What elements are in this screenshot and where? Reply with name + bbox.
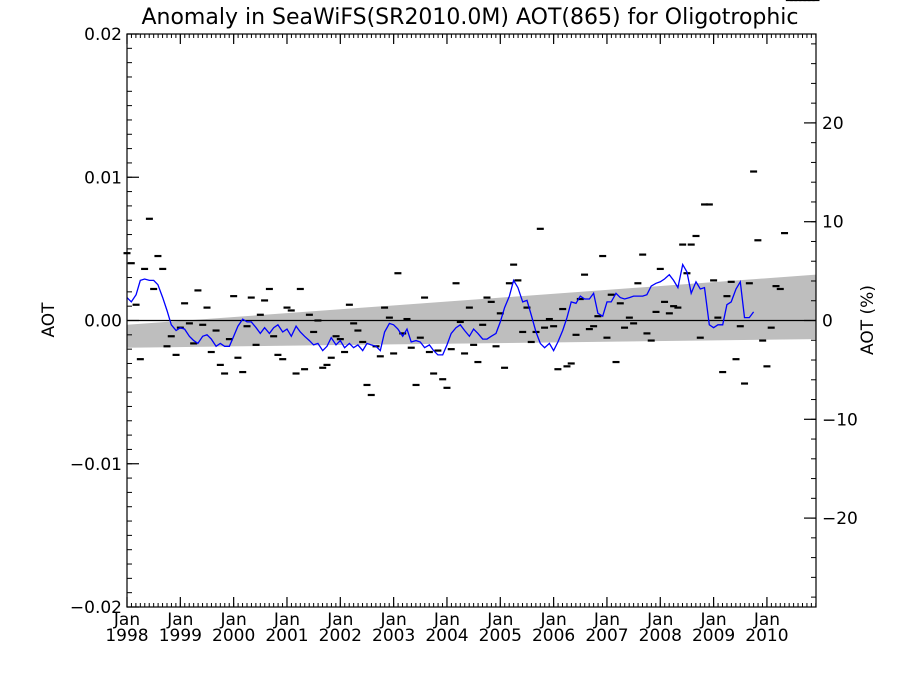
x-tick-month-label: Jan [700, 610, 727, 630]
x-tick-year-label: 1999 [159, 626, 202, 646]
y-tick-label: 0.01 [84, 168, 122, 188]
x-tick-month-label: Jan [433, 610, 460, 630]
x-tick-year-label: 2004 [425, 626, 468, 646]
x-tick-year-label: 2003 [372, 626, 415, 646]
y2-axis-label: AOT (%) [858, 285, 878, 355]
x-tick-year-label: 2008 [639, 626, 682, 646]
y-tick-label: −0.02 [70, 598, 122, 618]
y2-tick-label: 20 [822, 114, 844, 134]
x-tick-month-label: Jan [326, 610, 353, 630]
x-tick-year-label: 2009 [692, 626, 735, 646]
x-tick-month-label: Jan [540, 610, 567, 630]
x-tick-month-label: Jan [753, 610, 780, 630]
x-tick-year-label: 2000 [212, 626, 255, 646]
x-tick-year-label: 2006 [532, 626, 575, 646]
x-tick-month-label: Jan [220, 610, 247, 630]
x-tick-month-label: Jan [113, 610, 140, 630]
y2-tick-label: 10 [822, 213, 844, 233]
x-tick-year-label: 2010 [745, 626, 788, 646]
x-tick-month-label: Jan [486, 610, 513, 630]
y2-tick-label: 0 [822, 312, 833, 332]
x-tick-year-label: 2005 [479, 626, 522, 646]
monthly-points-layer [123, 0, 820, 397]
y2-tick-label: −10 [822, 410, 858, 430]
trend-band [127, 274, 816, 348]
x-tick-year-label: 1998 [105, 626, 148, 646]
x-tick-year-label: 2007 [585, 626, 628, 646]
x-tick-month-label: Jan [166, 610, 193, 630]
trend-band-layer [127, 274, 816, 348]
y-tick-label: 0.00 [84, 312, 122, 332]
x-tick-month-label: Jan [593, 610, 620, 630]
y-tick-label: 0.02 [84, 25, 122, 45]
y2-tick-label: −20 [822, 509, 858, 529]
y-tick-label: −0.01 [70, 455, 122, 475]
smoothed-line [126, 262, 755, 356]
axes-layer: Jan1998Jan1999Jan2000Jan2001Jan2002Jan20… [70, 25, 858, 646]
x-tick-month-label: Jan [380, 610, 407, 630]
smoothed-line-layer [126, 262, 755, 356]
x-tick-month-label: Jan [273, 610, 300, 630]
x-tick-year-label: 2001 [265, 626, 308, 646]
y-axis-label: AOT [39, 302, 59, 338]
x-tick-year-label: 2002 [319, 626, 362, 646]
x-tick-month-label: Jan [646, 610, 673, 630]
chart-title: Anomaly in SeaWiFS(SR2010.0M) AOT(865) f… [141, 5, 798, 30]
